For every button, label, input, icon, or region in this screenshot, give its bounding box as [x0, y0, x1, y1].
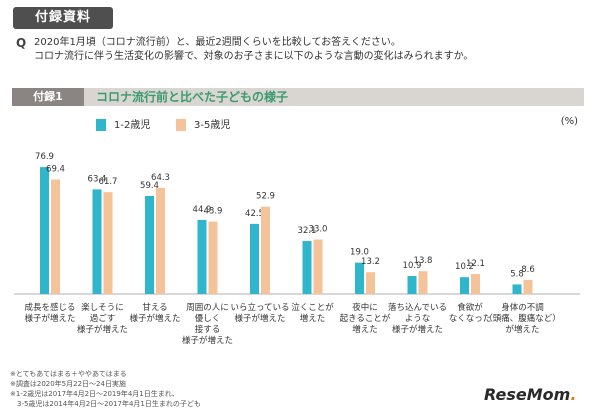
data-label-series-1-9: 10.2: [455, 262, 474, 272]
data-label-series-2-3: 64.3: [151, 173, 170, 183]
category-label-7-line-2: 起きることが: [340, 313, 391, 324]
category-label-7-line-1: 夜中に: [352, 302, 378, 313]
category-label-2-line-3: 様子が増えた: [77, 324, 128, 335]
bar-series-2-6: [313, 239, 323, 294]
data-label-series-1-6: 32.1: [298, 226, 317, 236]
logo-text: ReseMom: [484, 385, 571, 404]
legend-swatch-series-2: [176, 119, 186, 131]
bar-series-2-3: [156, 187, 165, 294]
bar-series-1-2: [92, 189, 102, 294]
legend-item-series-1: 1-2歳児: [96, 116, 150, 131]
category-label-1: 成長を感じる様子が増えた: [24, 302, 75, 324]
section-header: 付録1 コロナ流行前と比べた子どもの様子: [12, 88, 584, 106]
logo-dot: .: [570, 385, 577, 404]
category-label-4-line-3: 接する: [195, 324, 221, 335]
footnote-1: ※とてもあてはまる＋ややあてはまる: [10, 370, 127, 378]
question-text: 2020年1月頃（コロナ流行前）と、最近2週間くらいを比較してお答えください。 …: [34, 36, 594, 64]
bar-series-1-10: [512, 284, 522, 294]
data-label-series-1-4: 44.9: [193, 205, 212, 215]
footnote-4: 3-5歳児は2014年4月2日～2017年4月1日生まれの子ども: [10, 400, 201, 408]
bar-series-1-1: [40, 167, 49, 294]
category-label-10-line-2: （頭痛、腹痛など）: [484, 313, 561, 324]
category-label-5-line-1: いら立っている: [230, 302, 289, 313]
category-label-9-line-1: 食欲が: [457, 302, 483, 313]
data-label-series-1-1: 76.9: [35, 152, 54, 162]
category-label-5-line-2: 様子が増えた: [234, 313, 285, 324]
data-label-series-2-6: 33.0: [309, 225, 328, 235]
bar-series-2-7: [366, 272, 375, 294]
question-line-2: コロナ流行に伴う生活変化の影響で、対象のお子さまに以下のような言動の変化はみられ…: [34, 51, 474, 62]
category-label-9: 食欲がなくなった: [449, 302, 492, 324]
question-mark: Q: [16, 36, 27, 50]
category-label-4-line-2: 優しく: [195, 313, 221, 324]
category-label-6-line-1: 泣くことが: [291, 302, 334, 313]
footnote-2: ※調査は2020年5月22日～24日実施: [10, 380, 126, 388]
data-label-series-2-9: 12.1: [466, 259, 485, 269]
resemom-logo: ReseMom.: [484, 385, 576, 404]
bar-series-2-4: [208, 221, 218, 294]
category-label-4: 周囲の人に優しく接する様子が増えた: [182, 303, 233, 346]
bar-series-1-4: [197, 219, 207, 294]
category-label-3-line-1: 甘える: [142, 302, 167, 313]
data-label-series-2-5: 52.9: [256, 192, 275, 202]
data-label-series-2-10: 8.6: [521, 265, 535, 275]
bar-series-1-8: [407, 276, 417, 294]
bar-series-1-5: [250, 223, 259, 294]
question-line-1: 2020年1月頃（コロナ流行前）と、最近2週間くらいを比較してお答えください。: [34, 37, 401, 48]
data-label-series-2-8: 13.8: [414, 256, 433, 266]
category-label-4-line-4: 様子が増えた: [182, 335, 233, 346]
category-label-10-line-1: 身体の不調: [501, 302, 544, 313]
bar-series-2-1: [51, 179, 60, 294]
category-label-7-line-3: 増えた: [352, 324, 378, 335]
data-label-series-2-7: 13.2: [361, 257, 380, 267]
bar-series-1-7: [355, 262, 364, 294]
data-label-series-1-3: 59.4: [140, 181, 159, 191]
unit-label: (%): [560, 116, 578, 127]
bar-series-2-2: [103, 192, 113, 294]
category-label-8-line-3: 様子が増えた: [392, 324, 443, 335]
category-label-10: 身体の不調（頭痛、腹痛など）が増えた: [484, 302, 561, 335]
bar-series-2-5: [261, 206, 270, 294]
appendix-badge: 付録資料: [13, 7, 113, 29]
category-label-8-line-1: 落ち込んでいる: [388, 302, 447, 313]
category-label-3-line-2: 様子が増えた: [129, 313, 180, 324]
footnote-3: ※1-2歳児は2017年4月2日～2019年4月1日生まれ、: [10, 390, 179, 398]
bar-series-2-10: [523, 279, 533, 294]
chart-title: コロナ流行前と比べた子どもの様子: [96, 90, 289, 104]
category-label-2-line-1: 楽しそうに: [81, 302, 124, 313]
legend-swatch-series-1: [96, 119, 106, 131]
category-label-3: 甘える様子が増えた: [129, 302, 180, 324]
category-label-8-line-2: ような: [405, 314, 431, 324]
data-label-series-1-5: 42.5: [245, 209, 264, 219]
category-label-5: いら立っている様子が増えた: [230, 302, 289, 324]
legend-item-series-2: 3-5歳児: [176, 116, 230, 131]
data-label-series-1-8: 10.9: [403, 261, 422, 271]
category-label-1-line-2: 様子が増えた: [24, 313, 75, 324]
bar-series-1-9: [460, 277, 469, 294]
data-label-series-1-2: 63.4: [88, 174, 107, 184]
data-label-series-1-7: 19.0: [350, 248, 369, 258]
bar-series-2-9: [471, 274, 480, 294]
category-label-4-line-1: 周囲の人に: [186, 303, 229, 313]
data-label-series-1-10: 5.8: [510, 269, 524, 279]
legend-label-series-1: 1-2歳児: [114, 120, 151, 131]
category-label-6-line-2: 増えた: [300, 313, 326, 324]
bar-series-1-6: [302, 241, 312, 294]
category-label-8: 落ち込んでいるような様子が増えた: [388, 302, 447, 335]
data-label-series-2-1: 69.4: [46, 164, 65, 174]
data-label-series-2-2: 61.7: [99, 177, 118, 187]
category-label-2-line-2: 過ごす: [90, 313, 116, 324]
category-label-2: 楽しそうに過ごす様子が増えた: [77, 302, 128, 335]
section-tag: 付録1: [12, 88, 84, 106]
category-label-1-line-1: 成長を感じる: [24, 302, 75, 313]
bar-series-1-3: [145, 195, 154, 294]
bar-series-2-8: [418, 271, 428, 294]
category-label-7: 夜中に起きることが増えた: [340, 302, 391, 335]
data-label-series-2-4: 43.9: [204, 207, 223, 217]
category-label-6: 泣くことが増えた: [291, 302, 334, 324]
legend-label-series-2: 3-5歳児: [194, 120, 231, 131]
category-label-9-line-2: なくなった: [449, 314, 492, 324]
category-label-10-line-3: が増えた: [505, 324, 539, 335]
